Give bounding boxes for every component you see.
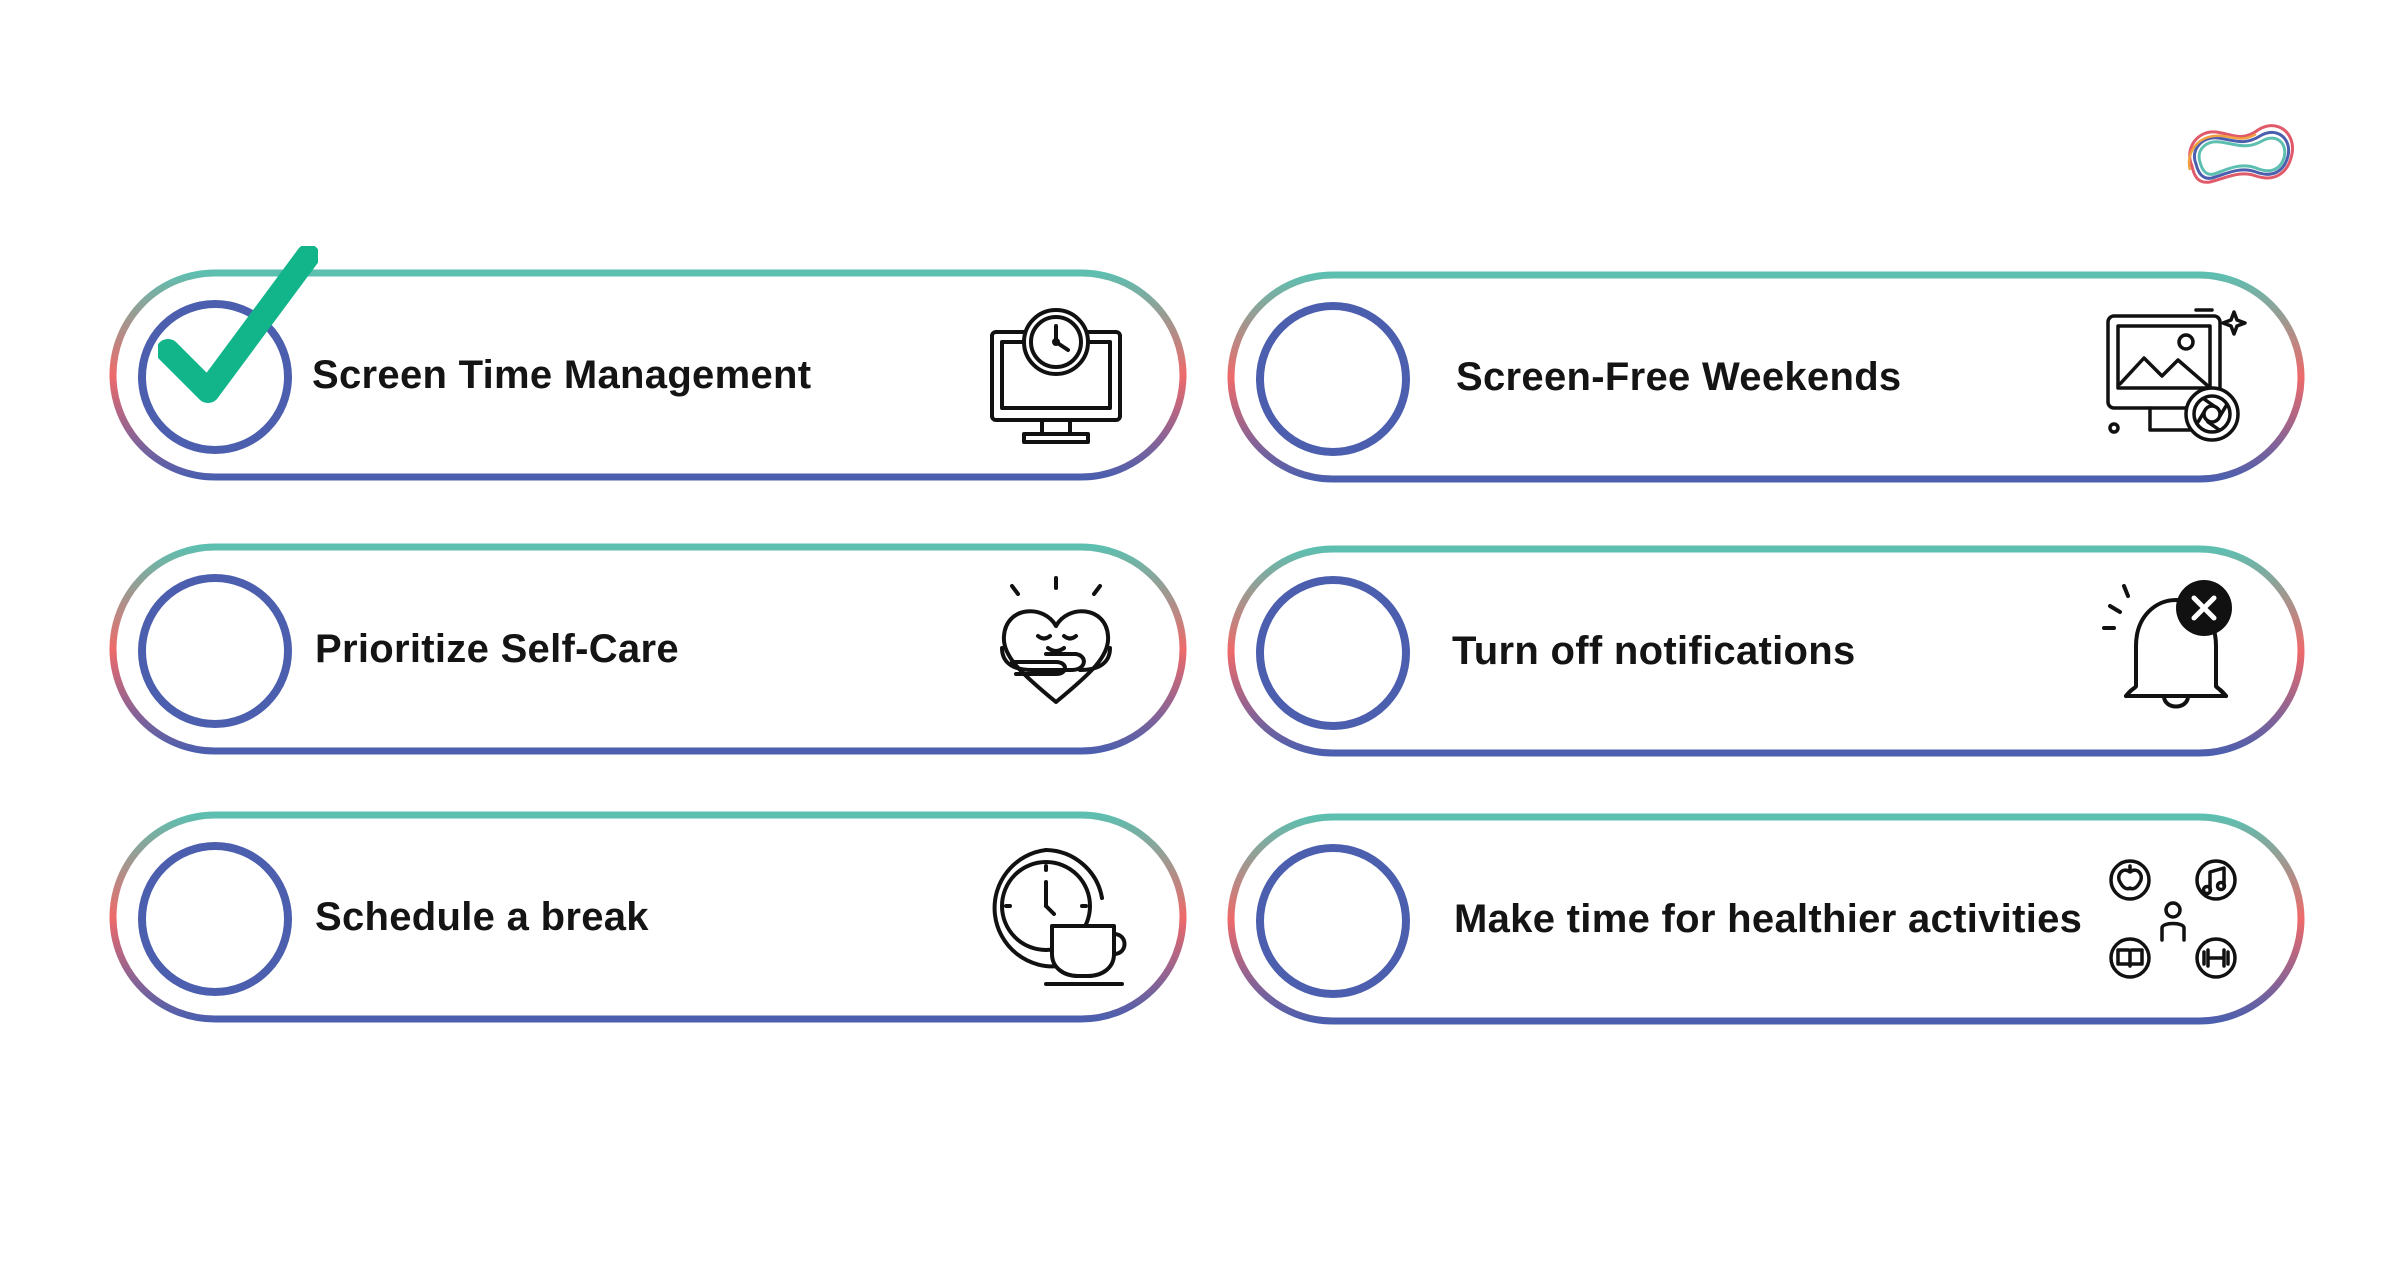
brain-logo-icon <box>2180 108 2300 198</box>
item-label: Screen-Free Weekends <box>1456 355 1902 399</box>
monitor-clock-icon <box>982 300 1132 450</box>
item-label: Screen Time Management <box>312 353 812 397</box>
photo-camera-screen-icon <box>2100 302 2250 452</box>
checkbox-circle[interactable] <box>138 574 292 728</box>
checkbox-circle[interactable] <box>1256 844 1410 998</box>
bell-off-icon <box>2100 576 2250 726</box>
list-item-screen-time-management: Screen Time Management <box>108 246 1188 482</box>
checkbox-circle[interactable] <box>138 842 292 996</box>
checkbox-circle[interactable] <box>138 300 292 454</box>
list-item-schedule-a-break: Schedule a break <box>108 810 1188 1024</box>
list-item-prioritize-self-care: Prioritize Self-Care <box>108 542 1188 756</box>
item-label: Make time for healthier activities <box>1454 897 2083 941</box>
activities-icon <box>2100 844 2250 994</box>
list-item-turn-off-notifications: Turn off notifications <box>1226 544 2306 758</box>
self-hug-heart-icon <box>982 574 1132 724</box>
clock-coffee-cup-icon <box>982 842 1132 992</box>
list-item-make-time-for-healthier-activities: Make time for healthier activities <box>1226 812 2306 1026</box>
item-label: Turn off notifications <box>1452 629 1856 673</box>
item-label: Prioritize Self-Care <box>315 627 679 671</box>
list-item-screen-free-weekends: Screen-Free Weekends <box>1226 270 2306 484</box>
checkbox-circle[interactable] <box>1256 302 1410 456</box>
item-label: Schedule a break <box>315 895 649 939</box>
checkbox-circle[interactable] <box>1256 576 1410 730</box>
